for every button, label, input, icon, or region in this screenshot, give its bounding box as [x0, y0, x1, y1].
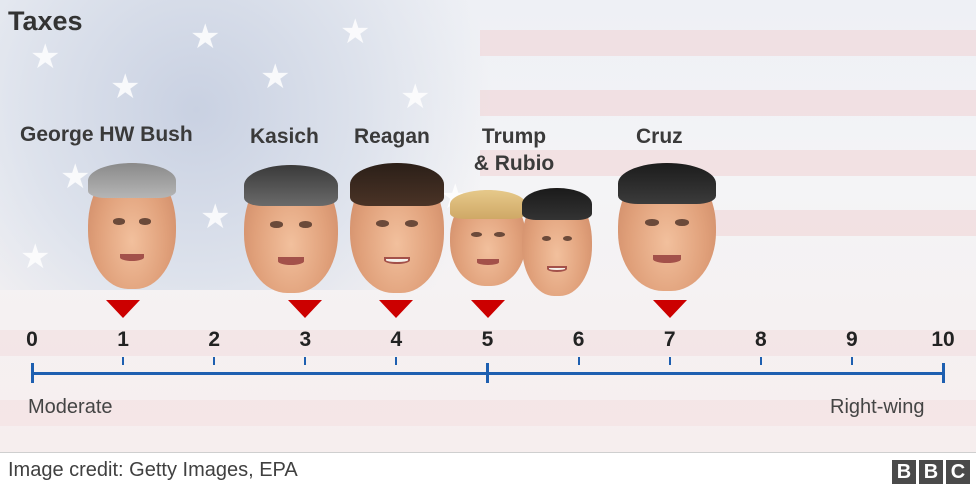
scale-tick	[668, 357, 671, 365]
scale-tick-label: 9	[846, 328, 858, 351]
candidate-label-kasich: Kasich	[250, 125, 319, 148]
kasich-photo	[244, 165, 338, 293]
star-icon: ★	[30, 38, 61, 76]
flag-stripe	[480, 150, 976, 176]
flag-stripe	[0, 330, 976, 356]
star-icon: ★	[400, 78, 431, 116]
scale-right-label: Right-wing	[830, 396, 925, 418]
scale-tick-label: 8	[754, 328, 767, 351]
scale-tick-label: 0	[26, 328, 38, 351]
scale-tick-label: 2	[208, 328, 221, 351]
scale-axis-midpoint	[486, 363, 489, 383]
rubio-photo	[522, 188, 592, 296]
flag-stripe	[480, 30, 976, 56]
graphic-title: Taxes	[8, 6, 83, 36]
scale-tick	[213, 357, 216, 365]
flag-stripe	[480, 90, 976, 116]
scale-tick	[850, 357, 853, 365]
bbc-logo-letter: B	[892, 460, 916, 484]
value-marker	[652, 300, 687, 318]
star-icon: ★	[20, 238, 51, 276]
star-icon: ★	[190, 18, 221, 56]
candidate-label-bush: George HW Bush	[20, 123, 193, 146]
scale-tick	[395, 357, 398, 365]
value-marker	[288, 300, 323, 318]
bbc-logo: B B C	[892, 460, 970, 484]
value-marker	[379, 300, 414, 318]
scale-tick-label: 10	[931, 328, 955, 351]
scale-tick	[304, 357, 307, 365]
star-icon: ★	[60, 158, 91, 196]
scale-tick-label: 1	[117, 328, 129, 351]
cruz-photo	[618, 163, 716, 291]
scale-axis-start	[31, 363, 34, 383]
scale-tick-label: 3	[299, 328, 312, 351]
scale-tick	[122, 357, 125, 365]
flag-stripe	[0, 400, 976, 426]
star-icon: ★	[260, 58, 291, 96]
reagan-photo	[350, 163, 444, 293]
bush-photo	[88, 163, 176, 289]
scale-tick	[577, 357, 580, 365]
star-icon: ★	[340, 13, 371, 51]
star-icon: ★	[110, 68, 141, 106]
flag-stripe	[700, 210, 976, 236]
trump-photo	[450, 190, 526, 286]
scale-tick	[759, 357, 762, 365]
candidate-label-cruz: Cruz	[636, 125, 683, 148]
candidate-label-trump: Trump	[481, 125, 547, 148]
scale-left-label: Moderate	[28, 396, 113, 418]
candidate-label-rubio: & Rubio	[473, 152, 555, 175]
value-marker	[106, 300, 141, 318]
bbc-logo-letter: B	[919, 460, 943, 484]
candidate-label-reagan: Reagan	[354, 125, 430, 148]
value-marker	[470, 300, 505, 318]
graphic-panel: ★ ★ ★ ★ ★ ★ ★ ★ ★ ★ Taxes George HW Bush…	[0, 0, 976, 452]
image-credit: Image credit: Getty Images, EPA	[8, 459, 298, 481]
footer: Image credit: Getty Images, EPA B B C	[0, 452, 976, 489]
scale-tick-label: 7	[663, 328, 676, 351]
scale-tick-label: 5	[481, 328, 494, 351]
scale-axis-end	[942, 363, 945, 383]
scale-tick-label: 4	[390, 328, 403, 351]
star-icon: ★	[200, 198, 231, 236]
bbc-logo-letter: C	[946, 460, 970, 484]
scale-tick-label: 6	[572, 328, 585, 351]
